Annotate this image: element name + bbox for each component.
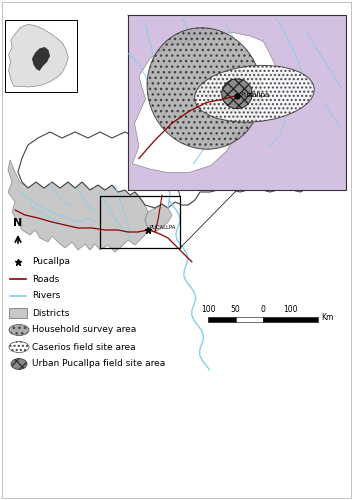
Polygon shape (8, 24, 68, 87)
Text: Household survey area: Household survey area (32, 326, 136, 334)
Text: Urban Pucallpa field site area: Urban Pucallpa field site area (32, 360, 165, 368)
Text: Km: Km (321, 312, 333, 322)
Polygon shape (32, 48, 50, 70)
Bar (5, 20, 77, 92)
Bar (128, 15, 346, 190)
Ellipse shape (147, 28, 262, 149)
Ellipse shape (9, 324, 29, 336)
Bar (208, 317, 235, 322)
Text: Pucallpa: Pucallpa (32, 258, 70, 266)
Text: 0: 0 (261, 305, 265, 314)
Text: 100: 100 (201, 305, 215, 314)
Text: Caserios field site area: Caserios field site area (32, 342, 136, 351)
Bar (263, 317, 291, 322)
Ellipse shape (222, 79, 252, 108)
Polygon shape (132, 32, 276, 172)
Text: 100: 100 (283, 305, 298, 314)
Polygon shape (18, 125, 345, 208)
Bar (100, 196, 180, 248)
Text: N: N (13, 218, 23, 228)
Text: Pucallpa: Pucallpa (240, 92, 269, 98)
Bar (291, 317, 318, 322)
Text: Roads: Roads (32, 274, 59, 283)
Bar (9, 308, 27, 318)
Bar (235, 317, 263, 322)
Polygon shape (145, 204, 172, 232)
Polygon shape (175, 182, 200, 205)
Text: 50: 50 (231, 305, 240, 314)
Ellipse shape (11, 358, 27, 370)
Text: Rivers: Rivers (32, 292, 60, 300)
Ellipse shape (9, 342, 29, 352)
Text: Districts: Districts (32, 308, 70, 318)
Ellipse shape (195, 66, 314, 122)
Text: PUCALLPA: PUCALLPA (150, 225, 176, 230)
Polygon shape (8, 160, 148, 252)
